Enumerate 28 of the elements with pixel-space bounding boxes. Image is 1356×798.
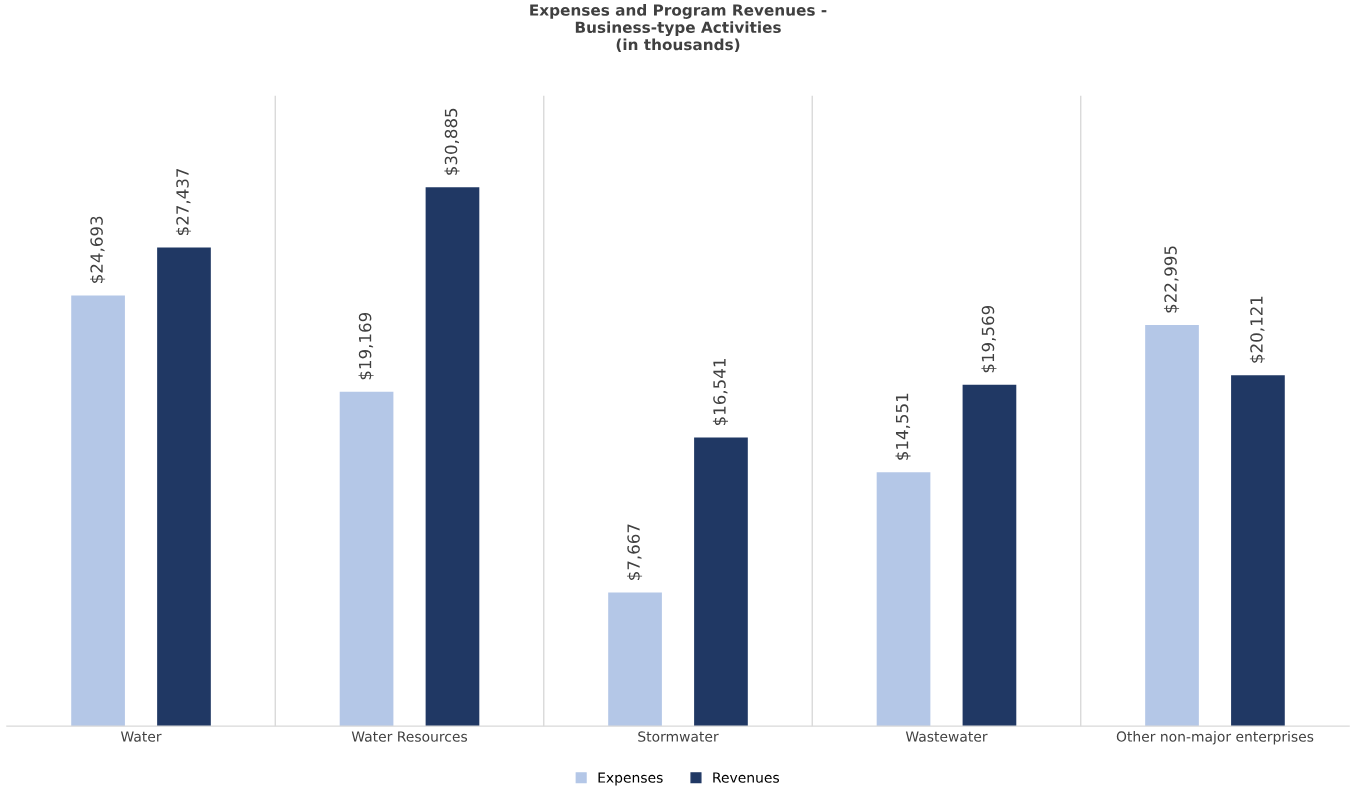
x-tick-label: Water Resources (351, 731, 468, 742)
data-label: $27,437 (175, 168, 192, 236)
legend-label: Expenses (598, 772, 663, 786)
data-label: $20,121 (1249, 296, 1265, 363)
x-tick-label: Other non-major enterprises (1116, 731, 1314, 745)
x-tick-label: Stormwater (638, 731, 719, 742)
bar (608, 592, 662, 727)
x-tick-label: Wastewater (905, 731, 988, 742)
data-label: $16,541 (712, 359, 729, 426)
bar (876, 472, 931, 727)
bar (1231, 375, 1285, 727)
data-label: $19,569 (981, 305, 997, 373)
data-label: $30,885 (444, 108, 460, 175)
bar (71, 295, 125, 727)
bar (1145, 325, 1199, 727)
bar (339, 391, 394, 727)
legend-label: Revenues (713, 772, 779, 783)
data-label: $22,995 (1163, 246, 1180, 313)
bar (694, 437, 748, 727)
data-label: $24,693 (90, 216, 106, 283)
chart-title: Expenses and Program Revenues - Business-type Activities (in thousands) (530, 3, 827, 53)
data-label: $19,169 (358, 312, 374, 380)
bar (157, 247, 211, 727)
x-tick-label: Water (120, 731, 162, 742)
bar (962, 384, 1017, 727)
bar (425, 187, 480, 727)
data-label: $14,551 (895, 393, 911, 460)
data-label: $7,667 (626, 524, 643, 580)
